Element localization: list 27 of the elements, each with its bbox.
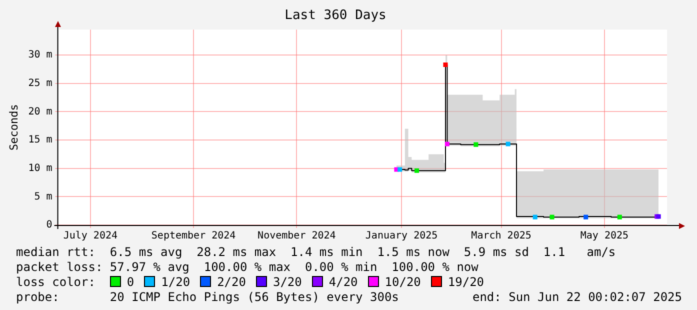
chart-title: Last 360 Days [284, 8, 386, 24]
legend-label: 10/20 [384, 275, 421, 289]
legend-title: loss color: [16, 275, 96, 289]
legend-label: 0 [126, 275, 134, 289]
y-tick-label: 0 [46, 220, 52, 231]
text: end: Sun Jun 22 00:02:07 2025 [472, 290, 682, 305]
text: median rtt: 6.5 ms avg 28.2 ms max 1.4 ms min 1.5 ms now 5.9 ms sd 1.1 am/s [16, 245, 617, 260]
y-tick-label: 30 m [28, 50, 52, 61]
x-tick-label: September 2024 [151, 230, 236, 242]
y-tick-label: 10 m [28, 162, 52, 174]
x-tick-label: May 2025 [580, 230, 629, 242]
y-tick-label: 5 m [34, 191, 52, 202]
legend-label: 3/20 [272, 275, 302, 289]
x-tick-label: January 2025 [365, 230, 438, 242]
legend-label: 4/20 [328, 275, 358, 289]
legend-label: 2/20 [217, 275, 246, 289]
x-tick-label: November 2024 [258, 230, 336, 242]
y-tick-label: 20 m [28, 106, 52, 118]
text: packet loss: 57.97 % avg 100.00 % max 0.00 % min 100.00 % now [16, 260, 480, 275]
text: probe: 20 ICMP Echo Pings (56 Bytes) every 300s [16, 290, 399, 304]
y-tick-label: 15 m [28, 134, 52, 146]
y-tick-label: 25 m [28, 78, 52, 89]
legend-label: 19/20 [448, 275, 484, 289]
y-axis-title: Seconds [7, 104, 20, 150]
x-tick-label: July 2024 [63, 230, 118, 242]
x-tick-label: March 2025 [471, 230, 532, 242]
legend-label: 1/20 [161, 275, 190, 289]
